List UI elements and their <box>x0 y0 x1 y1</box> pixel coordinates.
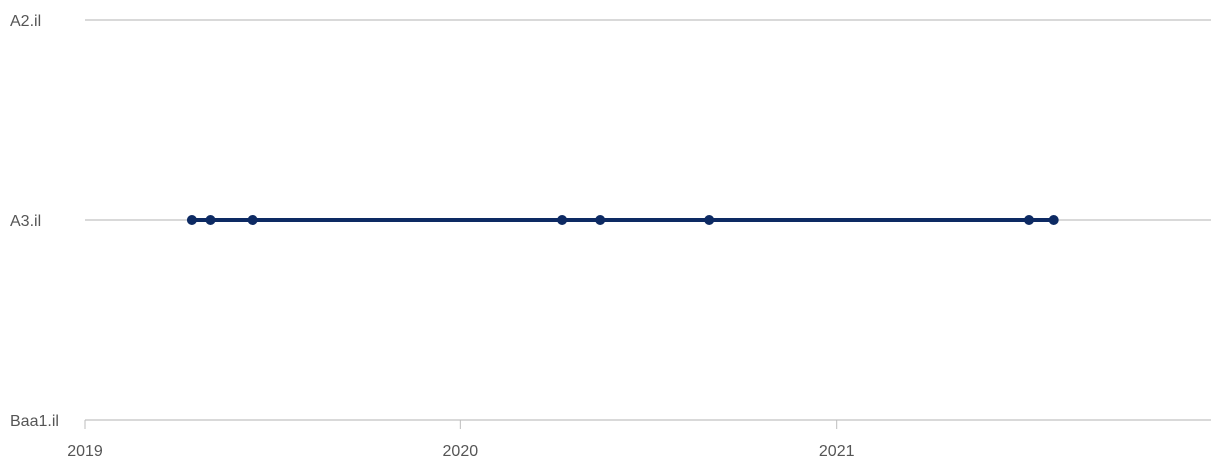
data-point <box>557 215 568 225</box>
y-tick-label: A3.il <box>10 213 41 230</box>
data-point <box>186 215 197 225</box>
x-axis: 2019 2020 2021 <box>67 420 855 457</box>
data-point <box>595 215 606 225</box>
plot-area <box>186 215 1059 225</box>
data-point <box>704 215 715 225</box>
data-point <box>205 215 216 225</box>
y-axis: Baa1.il A3.il A2.il <box>10 13 59 430</box>
x-tick-label: 2021 <box>819 443 855 457</box>
y-tick-label: A2.il <box>10 13 41 30</box>
data-point <box>1048 215 1059 225</box>
x-tick-label: 2020 <box>443 443 479 457</box>
x-tick-label: 2019 <box>67 443 103 457</box>
data-point <box>247 215 258 225</box>
data-point <box>1024 215 1034 225</box>
y-tick-label: Baa1.il <box>10 413 59 430</box>
